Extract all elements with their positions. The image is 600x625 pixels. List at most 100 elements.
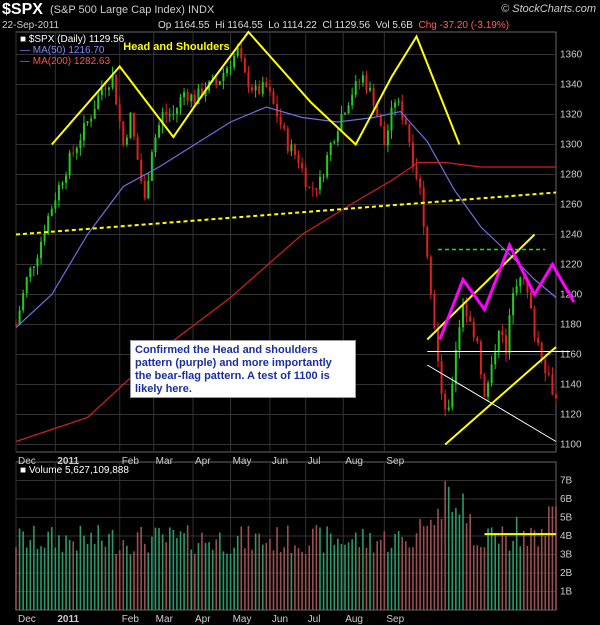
price-candle xyxy=(18,310,21,325)
volume-bar xyxy=(326,526,328,610)
volume-bar xyxy=(419,518,421,610)
price-candle xyxy=(333,141,336,144)
price-candle xyxy=(340,114,343,132)
price-candle xyxy=(279,116,282,126)
price-candle xyxy=(397,101,400,103)
price-candle xyxy=(104,88,107,90)
price-legend-entry: — MA(200) 1282.63 xyxy=(20,56,110,67)
price-candle xyxy=(419,178,422,188)
volume-tick-label: 1B xyxy=(560,587,573,598)
price-candle xyxy=(290,144,293,152)
price-candle xyxy=(293,144,296,156)
volume-bar xyxy=(283,547,286,610)
price-candle xyxy=(394,102,397,108)
volume-bar xyxy=(408,547,411,610)
volume-bar xyxy=(36,548,39,610)
price-tick-label: 1280 xyxy=(560,170,583,181)
volume-bar xyxy=(111,529,114,610)
volume-bar xyxy=(118,550,121,610)
price-candle xyxy=(504,335,507,354)
volume-bar xyxy=(494,532,497,610)
price-x-tick-label: 2011 xyxy=(57,456,79,467)
price-candle xyxy=(358,81,361,83)
price-candle xyxy=(297,155,300,164)
volume-bar xyxy=(79,525,82,610)
price-candle xyxy=(483,374,486,397)
price-candle xyxy=(79,140,82,149)
price-candle xyxy=(433,294,436,329)
volume-bar xyxy=(537,546,539,610)
price-candle xyxy=(444,393,447,410)
price-candle xyxy=(90,118,93,122)
volume-bar xyxy=(226,553,228,610)
price-candle xyxy=(143,181,146,199)
price-candle xyxy=(533,308,536,338)
volume-bar xyxy=(376,541,378,610)
price-candle xyxy=(329,143,332,156)
price-candle xyxy=(490,364,493,384)
volume-bar xyxy=(22,531,24,610)
volume-tick-label: 6B xyxy=(560,494,573,505)
price-candle xyxy=(225,67,228,74)
price-candle xyxy=(551,374,554,395)
quote-close: Cl 1129.56 xyxy=(322,20,371,31)
volume-bar xyxy=(472,545,475,610)
quote-low: Lo 1114.22 xyxy=(268,20,317,31)
volume-bar xyxy=(244,548,246,610)
price-x-tick-label: Aug xyxy=(345,456,363,467)
volume-bar xyxy=(548,506,550,610)
price-candle xyxy=(286,128,289,152)
volume-bar xyxy=(43,547,46,610)
volume-bar xyxy=(90,532,92,610)
volume-bar xyxy=(480,546,482,610)
volume-bar xyxy=(58,535,60,610)
price-candle xyxy=(508,315,511,354)
price-x-tick-label: Jun xyxy=(272,456,288,467)
price-candle xyxy=(458,327,461,350)
volume-bar xyxy=(344,544,346,610)
price-candle xyxy=(107,87,110,90)
price-x-tick-label: Feb xyxy=(122,456,140,467)
price-candle xyxy=(487,383,490,397)
volume-bar xyxy=(222,551,225,610)
volume-bar xyxy=(97,525,100,610)
price-candle xyxy=(529,291,532,309)
callout-pointer-lower xyxy=(427,364,557,442)
volume-bar xyxy=(172,529,175,610)
volume-bar xyxy=(211,549,214,610)
price-candle xyxy=(376,105,379,117)
volume-bar xyxy=(158,527,160,610)
volume-bar xyxy=(258,533,260,610)
price-candle xyxy=(379,116,382,127)
purple-hs-pattern xyxy=(438,241,576,341)
volume-bar xyxy=(108,533,110,610)
price-x-tick-label: Apr xyxy=(195,456,211,467)
volume-bar xyxy=(183,533,185,610)
price-x-tick-label: May xyxy=(233,456,252,467)
price-candle xyxy=(158,125,161,138)
volume-bar xyxy=(372,552,375,610)
price-candle xyxy=(411,142,414,167)
price-candle xyxy=(236,48,239,56)
volume-bar xyxy=(333,544,336,610)
price-tick-label: 1260 xyxy=(560,200,583,211)
price-candle xyxy=(268,86,271,92)
price-candle xyxy=(308,186,311,188)
volume-tick-label: 4B xyxy=(560,531,573,542)
volume-bar xyxy=(540,528,543,610)
price-candle xyxy=(369,87,372,91)
annotation-callout: Confirmed the Head and shoulders pattern… xyxy=(130,340,356,398)
quote-line: Op 1164.55 Hi 1164.55 Lo 1114.22 Cl 1129… xyxy=(158,20,509,31)
volume-bar xyxy=(129,554,132,610)
volume-bar xyxy=(168,527,171,610)
price-candle xyxy=(129,113,132,138)
price-candle xyxy=(476,337,479,342)
price-candle xyxy=(133,113,136,137)
volume-x-tick-label: Feb xyxy=(122,614,140,625)
volume-bar xyxy=(93,543,96,610)
quote-volume: Vol 5.6B xyxy=(375,20,413,31)
price-candle xyxy=(183,91,186,98)
volume-bar xyxy=(308,545,311,610)
price-legend-entry: ■ $SPX (Daily) 1129.56 xyxy=(20,34,125,45)
volume-bar xyxy=(194,553,196,610)
